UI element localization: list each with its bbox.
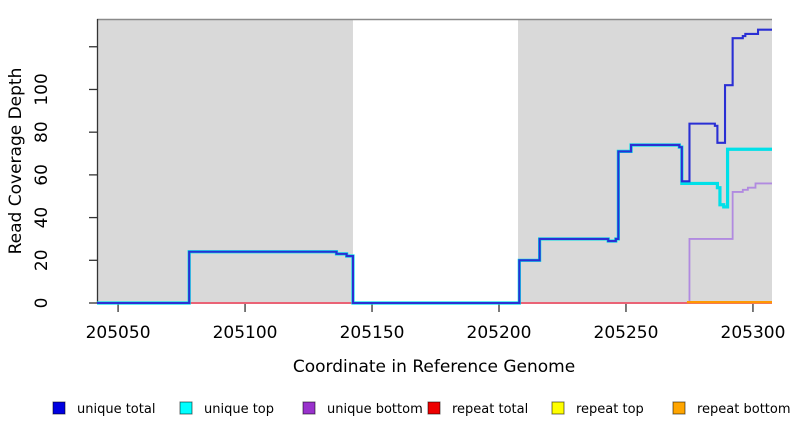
y-tick-label: 20	[32, 249, 52, 271]
data-series	[97, 28, 772, 305]
y-tick-label: 60	[32, 164, 52, 186]
legend-swatch-repeat-total	[427, 401, 441, 415]
legend-swatch-unique-bottom	[302, 401, 316, 415]
legend-label: unique total	[77, 402, 155, 417]
series-unique-bottom	[97, 182, 772, 304]
y-tick-label: 0	[32, 298, 52, 309]
y-tick-label: 80	[32, 121, 52, 143]
legend-item-unique-total: unique total	[52, 401, 155, 417]
legend-label: repeat top	[576, 402, 644, 417]
legend-swatch-unique-total	[52, 401, 66, 415]
legend-label: repeat bottom	[697, 402, 791, 417]
legend-swatch-unique-top	[179, 401, 193, 415]
legend-item-unique-bottom: unique bottom	[302, 401, 423, 417]
x-tick-label: 205050	[86, 323, 151, 343]
plot-background	[97, 18, 772, 302]
legend-item-unique-top: unique top	[179, 401, 274, 417]
legend-item-repeat-total: repeat total	[427, 401, 528, 417]
axes: 0 20 40 60 80 100 205050 205100 205150 205200 2052…	[32, 19, 785, 343]
y-axis-title: Read Coverage Depth	[6, 68, 26, 255]
legend-swatch-repeat-bottom	[672, 401, 686, 415]
x-axis-title: Coordinate in Reference Genome	[293, 357, 575, 377]
legend: unique total unique top unique bottom repea…	[52, 401, 791, 417]
x-tick-label: 205250	[594, 323, 659, 343]
y-tick-label: 40	[32, 207, 52, 229]
uncovered-gap-band	[352, 19, 519, 302]
x-tick-label: 205100	[213, 323, 278, 343]
legend-item-repeat-bottom: repeat bottom	[672, 401, 791, 417]
y-tick-label: 100	[32, 73, 52, 105]
x-tick-label: 205200	[467, 323, 532, 343]
x-tick-label: 205150	[340, 323, 405, 343]
legend-label: unique bottom	[327, 402, 423, 417]
legend-swatch-repeat-top	[551, 401, 565, 415]
series-unique-total	[97, 28, 772, 305]
legend-item-repeat-top: repeat top	[551, 401, 644, 417]
legend-label: unique top	[204, 402, 274, 417]
x-tick-label: 205300	[721, 323, 786, 343]
legend-label: repeat total	[452, 402, 528, 417]
